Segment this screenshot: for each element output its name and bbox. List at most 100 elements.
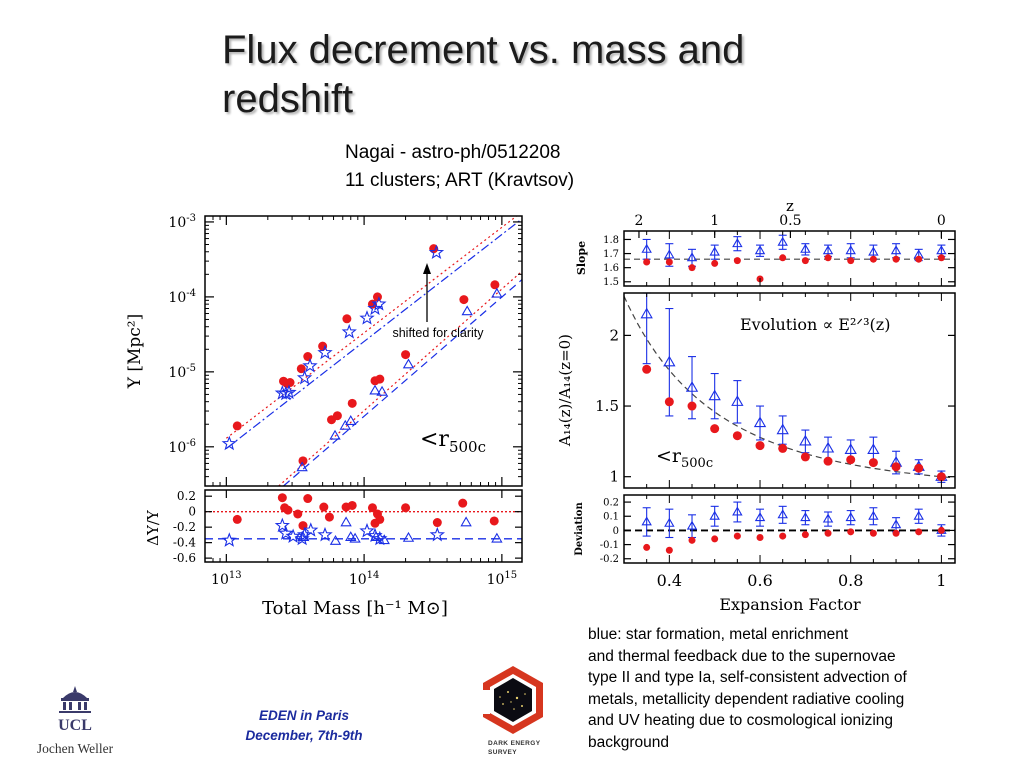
event-name: EDEN in Paris — [258, 708, 350, 723]
data-point-circle — [489, 516, 499, 526]
series-triangle — [296, 287, 503, 472]
y-tick-label: 0.2 — [603, 497, 619, 508]
subtitle-reference: Nagai - astro-ph/0512208 — [345, 142, 561, 163]
data-point-triangle — [732, 506, 743, 516]
description-line: and UV heating due to cosmological ioniz… — [588, 712, 894, 729]
residual-y-tick-label: 0 — [188, 505, 196, 519]
data-point-triangle — [709, 246, 720, 256]
data-point-triangle — [732, 238, 743, 248]
y-tick-label: 1.6 — [603, 263, 619, 274]
legend-r500c: <r500c — [656, 445, 713, 471]
data-point-circle — [800, 452, 810, 462]
data-point-star — [367, 300, 383, 316]
data-point-triangle — [641, 243, 652, 253]
legend-r500c: <r500c — [420, 427, 486, 456]
data-point-triangle — [296, 461, 308, 472]
data-point-circle — [756, 534, 764, 541]
data-point-triangle — [640, 307, 653, 319]
description-line: type II and type Ia, self-consistent adv… — [588, 669, 907, 686]
data-point-circle — [915, 255, 923, 263]
data-point-triangle — [369, 384, 381, 395]
data-point-circle — [824, 254, 832, 262]
data-point-triangle — [845, 512, 856, 522]
y-axis-label: Y [Mpc²] — [125, 314, 145, 390]
data-point-triangle — [822, 245, 834, 255]
data-point-star — [303, 522, 319, 537]
data-point-triangle — [754, 245, 766, 255]
data-point-triangle — [460, 516, 472, 527]
data-point-circle — [370, 518, 380, 528]
data-point-circle — [401, 350, 411, 360]
data-point-star — [274, 517, 290, 533]
residual-y-tick-label: 0.2 — [177, 489, 196, 503]
data-point-triangle — [329, 534, 342, 545]
data-point-triangle — [685, 381, 699, 392]
data-point-circle — [733, 532, 741, 540]
charts-figure: 10-310-410-510-6Y [Mpc²]<r500c0.20-0.2-0… — [125, 197, 956, 619]
description-line: metals, metallicity dependent radiative … — [588, 690, 905, 708]
data-point-circle — [846, 455, 856, 465]
residual-series-circle — [232, 493, 499, 531]
data-point-circle — [733, 257, 741, 265]
data-point-circle — [490, 280, 500, 290]
data-point-circle — [779, 532, 787, 540]
data-point-circle — [711, 259, 719, 267]
residual-y-tick-label: -0.4 — [173, 536, 197, 550]
data-point-circle — [914, 463, 924, 473]
data-point-triangle — [777, 509, 788, 519]
data-point-star — [429, 526, 446, 542]
series-star — [221, 244, 445, 451]
data-point-triangle — [753, 416, 767, 428]
description-line: background — [588, 733, 670, 751]
residual-y-axis-label: ΔY/Y — [144, 509, 162, 546]
data-point-triangle — [686, 520, 698, 530]
data-point-triangle — [868, 246, 879, 256]
data-point-circle — [891, 462, 901, 472]
data-point-star — [221, 435, 237, 451]
y-tick-label: 0 — [613, 526, 619, 537]
fit-line — [278, 270, 522, 486]
data-point-circle — [303, 494, 313, 504]
subtitle: Nagai - astro-ph/0512208 11 clusters; AR… — [345, 139, 574, 195]
data-point-triangle — [800, 243, 811, 253]
subtitle-clusters: 11 clusters; ART (Kravtsov) — [345, 170, 575, 191]
data-point-triangle — [777, 236, 788, 246]
data-point-circle — [732, 431, 742, 441]
data-point-triangle — [402, 531, 415, 542]
data-point-circle — [823, 456, 833, 466]
y-tick-label: 1.7 — [603, 249, 619, 260]
data-point-triangle — [913, 510, 924, 520]
data-point-circle — [643, 543, 651, 551]
x-tick-label: 0.6 — [747, 571, 772, 590]
chart-evolution: 1.81.71.61.52 1 0.5 0zSlope21.51A₁₄(z)/A₁₄(… — [556, 197, 956, 614]
plot-frame-residual — [204, 489, 523, 563]
data-point-circle — [298, 456, 308, 466]
annotation-text: shifted for clarity — [392, 326, 484, 340]
des-logo-text: DARK ENERGY SURVEY — [488, 739, 562, 757]
data-point-triangle — [376, 385, 388, 396]
chart-y-mass: 10-3 10-4 10-5 10-6 Y [Mpc²] <r500c 0.2 0-0.2 -0… — [125, 213, 523, 619]
description-line: and thermal feedback due to the supernov… — [588, 647, 896, 665]
data-point-circle — [892, 529, 900, 537]
x-tick-label: 0.8 — [838, 571, 863, 590]
data-point-star — [221, 532, 237, 547]
y-tick-label: 1.5 — [603, 277, 619, 288]
data-point-circle — [687, 401, 697, 411]
data-point-circle — [293, 509, 303, 519]
data-point-circle — [342, 314, 352, 324]
y-tick-label: 10-6 — [168, 438, 196, 456]
residual-y-tick-label: -0.6 — [173, 551, 196, 565]
x-axis-label: Expansion Factor — [719, 595, 861, 614]
slope-axis-label: Slope — [575, 241, 588, 275]
top-axis-label: z — [786, 197, 794, 215]
data-point-triangle — [641, 516, 652, 526]
evolution-axis-label: A₁₄(z)/A₁₄(z=0) — [556, 334, 574, 447]
x-tick-label: 1013 — [211, 570, 242, 588]
data-point-circle — [915, 528, 923, 536]
data-point-circle — [277, 493, 287, 503]
residual-series-triangle — [297, 516, 503, 545]
data-point-triangle — [664, 517, 675, 527]
data-point-star — [285, 528, 301, 543]
data-point-triangle — [890, 519, 902, 529]
